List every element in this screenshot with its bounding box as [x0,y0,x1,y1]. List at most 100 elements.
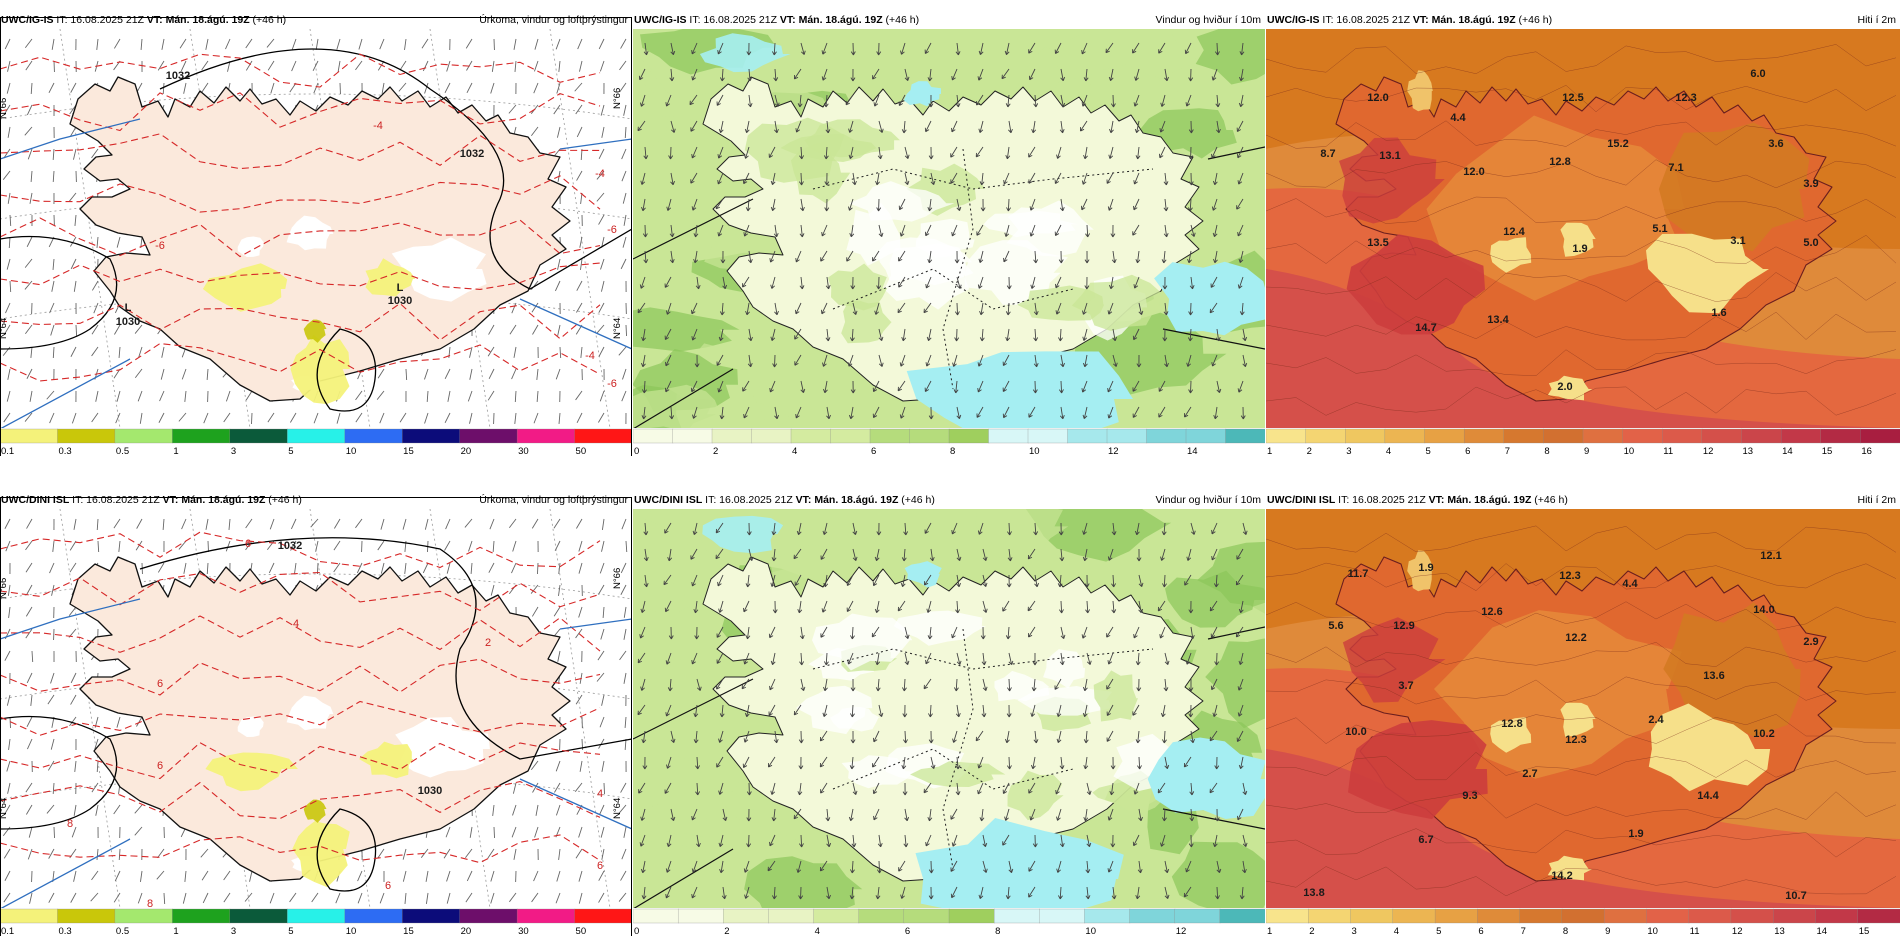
wind-barb [598,584,605,595]
wind-arrow [670,808,676,822]
temperature-label: 3.9 [1803,178,1818,190]
wind-speed-area [633,549,686,641]
wind-arrow [1033,94,1039,108]
temperature-label: 2.9 [1803,636,1818,648]
wind-barb [379,38,385,50]
wind-barb [600,628,605,640]
valid-time: Mán. 18.ágú. 19Z [1431,14,1516,26]
colorbar-tick-label: 6 [871,446,876,456]
wind-colorbar: 0 2 4 6 8 10 12 14 [633,428,1265,456]
wind-barb [27,848,33,860]
wind-arrow [691,328,698,341]
colorbar-segment [0,908,59,924]
line [633,368,734,428]
temperature-label: 10.0 [1345,726,1366,738]
strong-wind-area [702,515,784,554]
wind-arrow [850,68,856,82]
wind-barb [205,518,209,530]
wind-barb [618,346,627,356]
wind-barb [575,694,583,705]
temperature-label: 12.5 [1562,92,1583,104]
temperature-label: 4.4 [1450,112,1466,124]
wind-barb [490,870,495,882]
wind-barb [50,324,55,336]
wind-barb [534,60,539,72]
lead-time: (+46 h) [885,14,920,26]
wind-arrow [639,626,646,639]
precip-area-heavy [303,319,327,343]
wind-barb [557,650,561,662]
wind-arrow [1211,68,1218,81]
isobar-line [316,328,377,412]
wind-barb [49,412,55,424]
wind-barb [91,148,99,159]
colorbar-segment [1039,908,1086,924]
colorbar-segment [1384,428,1426,444]
wind-arrow [903,522,909,536]
colorbar-tick-label: 5 [288,926,293,936]
wind-barb [576,302,583,313]
wind-arrow [1110,756,1116,770]
wind-barb [599,716,605,728]
wind-arrow [1137,756,1142,770]
wind-arrow [1236,198,1244,210]
temperature-label: 3.1 [1730,235,1745,247]
wind-arrows [637,42,1248,420]
colorbar-segment [402,428,461,444]
wind-arrow [767,860,776,872]
frame-lines [633,146,1265,428]
wind-arrow [1162,730,1167,744]
wind-arrow [1058,328,1063,342]
contour-label: 4 [293,618,299,630]
wind-arrow [1188,678,1194,692]
latitude-label: N°66 [0,578,9,599]
wind-arrow [822,704,828,717]
contour-label: L [397,282,404,294]
wind-arrow [1060,94,1066,108]
wind-barb [575,104,583,115]
wind-arrow [669,406,675,420]
wind-barb [618,892,627,902]
wind-barb [598,346,605,357]
wind-barb [315,38,319,50]
wind-barb [422,60,429,72]
wind-barb [206,562,209,575]
wind-arrow [819,730,828,742]
wind-arrow [1028,860,1036,872]
contour-label: 4 [597,788,603,800]
wind-barb [488,562,495,573]
wind-map [633,509,1265,908]
temperature-label: 12.3 [1675,92,1696,104]
colorbar-tick-label: 30 [518,926,529,936]
wind-barb [74,760,77,772]
wind-arrow [1106,626,1114,638]
colorbar-segment [1662,428,1703,444]
wind-arrow [1164,68,1169,82]
wind-arrow [956,652,962,665]
wind-barb [93,302,99,314]
wind-barb [558,848,561,860]
wind-barb [8,606,11,618]
contour-label: 1032 [460,148,484,160]
wind-speed-area [893,610,986,646]
temperature-label: 12.3 [1559,570,1580,582]
temp-area [1339,137,1445,224]
wind-arrow [1060,354,1065,368]
wind-barb [73,148,77,160]
temp-area [1658,122,1810,252]
lake [904,561,942,588]
colorbar-segment [1174,908,1221,924]
wind-arrow [1004,42,1010,56]
wind-arrow [848,120,854,133]
wind-barb [225,390,231,402]
wind-arrow [1237,146,1244,159]
precip-area [205,752,298,792]
strong-wind-area [906,351,1133,428]
wind-arrow [1008,120,1013,134]
wind-arrow [799,834,804,848]
wind-barb [70,236,77,247]
wind-arrow [901,548,907,562]
temp-contour-line [0,781,601,820]
wind-barb [465,892,473,903]
wind-arrow [1058,250,1064,264]
